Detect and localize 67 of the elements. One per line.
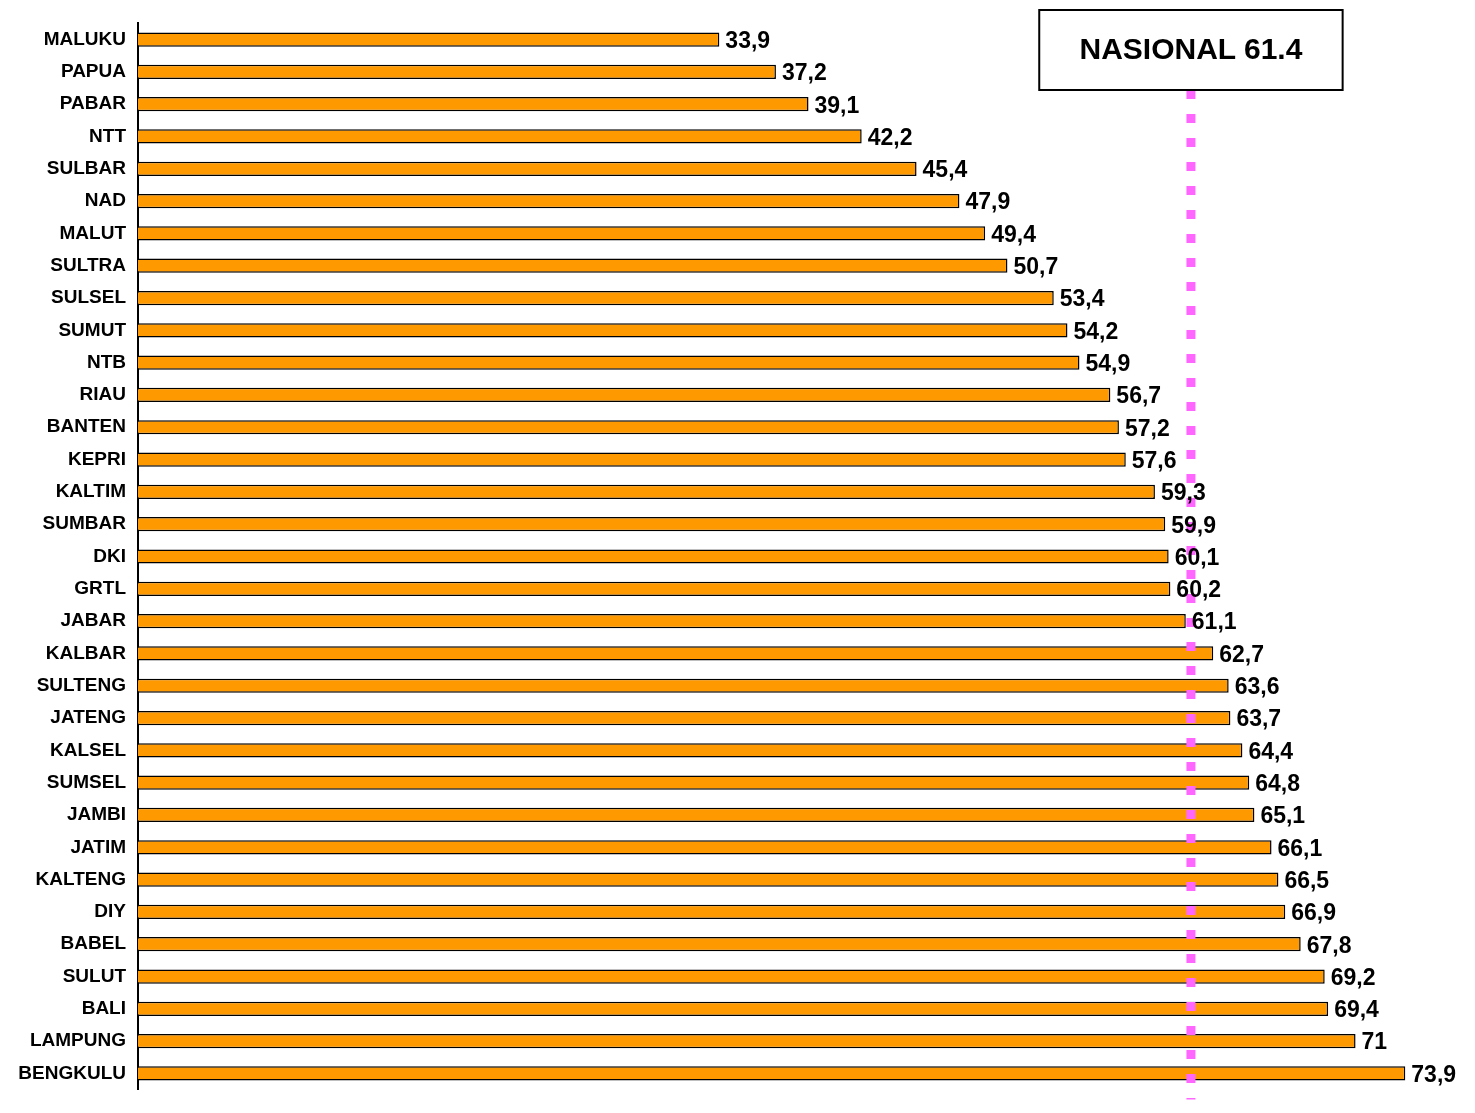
data-label: 60,1 xyxy=(1174,543,1220,570)
data-label: 54,9 xyxy=(1085,349,1131,376)
y-tick-label: DIY xyxy=(94,900,127,922)
data-label: 63,7 xyxy=(1236,705,1282,732)
y-tick-label: KALTIM xyxy=(55,480,126,502)
data-label: 59,9 xyxy=(1171,511,1216,538)
y-tick-label: SUMBAR xyxy=(42,512,127,534)
y-tick-label: MALUT xyxy=(59,221,127,243)
data-label: 66,5 xyxy=(1284,866,1330,893)
y-tick-label: SULTRA xyxy=(50,253,127,275)
y-tick-label: NAD xyxy=(84,189,126,211)
data-label: 66,9 xyxy=(1291,899,1337,926)
y-tick-label: DKI xyxy=(93,544,126,566)
y-tick-label: JABAR xyxy=(60,609,127,631)
ref-line-label: NASIONAL 61.4 xyxy=(1079,32,1303,66)
y-tick-label: NTB xyxy=(86,350,126,372)
y-tick-label: BABEL xyxy=(60,932,127,954)
data-label: 57,2 xyxy=(1124,414,1170,441)
data-label: 49,4 xyxy=(991,220,1037,247)
data-label: 42,2 xyxy=(867,123,913,150)
data-label: 65,1 xyxy=(1260,802,1306,829)
data-label: 62,7 xyxy=(1219,640,1264,667)
y-tick-label: SULBAR xyxy=(46,157,127,179)
y-tick-label: BENGKULU xyxy=(18,1061,126,1083)
data-label: 66,1 xyxy=(1277,834,1323,861)
data-label: 39,1 xyxy=(814,91,860,118)
data-label: 59,3 xyxy=(1160,479,1206,506)
data-label: 67,8 xyxy=(1306,931,1352,958)
y-tick-label: BANTEN xyxy=(46,415,126,437)
y-tick-label: SULSEL xyxy=(51,286,127,308)
data-label: 45,4 xyxy=(922,156,968,183)
y-tick-label: NTT xyxy=(89,124,127,146)
y-tick-label: MALUKU xyxy=(43,27,126,49)
data-label: 56,7 xyxy=(1116,382,1162,409)
y-tick-label: JATENG xyxy=(50,706,126,728)
y-tick-label: GRTL xyxy=(74,577,127,599)
y-tick-label: SUMUT xyxy=(58,318,127,340)
data-label: 71 xyxy=(1361,1028,1388,1055)
data-label: 64,8 xyxy=(1255,770,1301,797)
data-label: 33,9 xyxy=(725,26,771,53)
data-label: 69,2 xyxy=(1330,963,1376,990)
y-tick-label: KALSEL xyxy=(50,738,127,760)
data-label: 63,6 xyxy=(1234,673,1280,700)
y-tick-label: PABAR xyxy=(59,92,127,114)
data-label: 53,4 xyxy=(1059,285,1105,312)
y-tick-label: JATIM xyxy=(70,835,126,857)
data-label: 69,4 xyxy=(1334,996,1380,1023)
data-label: 57,6 xyxy=(1131,446,1177,473)
data-label: 60,2 xyxy=(1176,576,1222,603)
data-label: 37,2 xyxy=(781,59,827,86)
y-tick-label: PAPUA xyxy=(60,60,127,82)
y-tick-label: KALBAR xyxy=(45,641,127,663)
data-label: 47,9 xyxy=(965,188,1011,215)
y-tick-label: RIAU xyxy=(79,383,126,405)
y-tick-label: KEPRI xyxy=(67,447,126,469)
data-label: 61,1 xyxy=(1191,608,1237,635)
data-label: 54,2 xyxy=(1073,317,1119,344)
data-label: 73,9 xyxy=(1411,1060,1457,1087)
data-label: 64,4 xyxy=(1248,737,1294,764)
y-tick-label: SULUT xyxy=(62,964,127,986)
y-tick-label: LAMPUNG xyxy=(29,1029,126,1051)
y-tick-label: SUMSEL xyxy=(46,770,127,792)
y-tick-label: BALI xyxy=(81,997,126,1019)
y-tick-label: SULTENG xyxy=(36,673,126,695)
y-tick-label: KALTENG xyxy=(35,867,126,889)
y-tick-label: JAMBI xyxy=(66,803,126,825)
data-label: 50,7 xyxy=(1013,253,1059,280)
